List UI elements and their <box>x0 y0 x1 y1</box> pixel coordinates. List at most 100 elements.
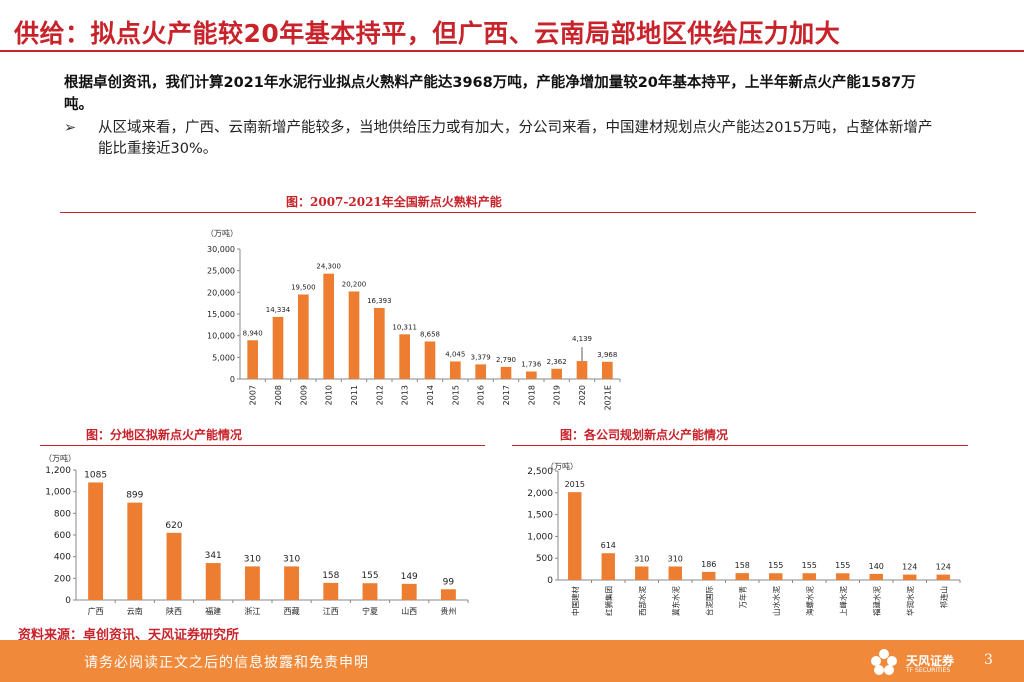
chart2-y-tick-label: 800 <box>54 509 71 519</box>
chart2-bar <box>440 589 456 600</box>
chart2-y-tick-label: 400 <box>54 553 71 563</box>
chart3-category-label: 福建水泥 <box>871 586 881 616</box>
chart2-top-rule <box>40 445 485 446</box>
bullet-text: 从区域来看，广西、云南新增产能较多，当地供给压力或有加大，分公司来看，中国建材规… <box>98 120 933 157</box>
chart2-bar <box>127 502 143 600</box>
chart1-category-label: 2018 <box>527 385 536 405</box>
flower-logo-icon <box>871 649 897 675</box>
chart3-bar <box>769 573 783 580</box>
chart3-bar <box>635 566 649 580</box>
chart3-category-label: 中国建材 <box>570 586 580 616</box>
chart3-y-tick-label: 2,000 <box>527 489 553 499</box>
chart1-bar <box>323 273 334 379</box>
chart2-data-label: 310 <box>244 554 261 564</box>
chart2-data-label: 341 <box>205 551 222 561</box>
chart1-data-label: 4,045 <box>445 350 465 358</box>
chart1-bar <box>272 316 284 379</box>
chart3-bar <box>936 574 950 580</box>
chart1-category-label: 2008 <box>274 385 283 405</box>
chart3-y-tick-label: 0 <box>547 576 553 586</box>
chart3-y-tick-label: 1,000 <box>527 532 553 542</box>
chart2-unit-label: （万吨） <box>44 453 76 463</box>
chart1-y-tick-label: 20,000 <box>207 288 235 297</box>
chart1-bar <box>298 294 309 379</box>
chart3-y-tick-label: 500 <box>536 554 553 564</box>
chart3-data-label: 155 <box>802 561 817 570</box>
chart3-category-label: 万年青 <box>737 586 747 609</box>
chart1-category-label: 2012 <box>375 385 384 405</box>
chart2-category-label: 浙江 <box>244 606 260 616</box>
chart2-category-label: 福建 <box>205 606 221 616</box>
chart2-category-label: 广西 <box>88 606 104 616</box>
chart1-data-label: 10,311 <box>392 323 417 331</box>
brand-logo: 天风证券 TF SECURITIES <box>868 646 954 680</box>
chart3-title: 图：各公司规划新点火产能情况 <box>560 428 729 442</box>
chart1-bar <box>424 341 436 379</box>
chart2-group: （万吨） 0 200 400 600 800 1,000 1,200 1085 广西 899 云南 62… <box>44 453 469 616</box>
chart1-data-label: 20,200 <box>342 280 367 288</box>
chart1-unit-label: （万吨） <box>206 228 238 238</box>
chart1-bar <box>450 361 461 379</box>
chart1-data-label: 24,300 <box>316 263 341 271</box>
chart1-category-label: 2007 <box>249 385 258 405</box>
chart1-bar <box>576 361 588 379</box>
chart2-bar <box>284 566 300 600</box>
chart1-category-label: 2015 <box>451 385 460 405</box>
chart1-category-label: 2019 <box>553 385 562 405</box>
chart1-bar <box>348 291 360 379</box>
chart1-bar <box>526 371 537 379</box>
chart1-data-label: 2,790 <box>496 356 516 364</box>
lead-paragraph: 根据卓创资讯，我们计算2021年水泥行业拟点火熟料产能达3968万吨，产能净增加… <box>64 75 916 113</box>
chart1-y-tick-label: 0 <box>230 375 235 384</box>
chart2-y-tick-label: 1,200 <box>45 466 71 476</box>
chart2-y-tick-label: 200 <box>54 574 71 584</box>
chart1-y-tick-label: 10,000 <box>207 332 235 341</box>
chart3-data-label: 124 <box>936 563 951 572</box>
chart3-data-label: 310 <box>634 554 649 563</box>
chart2-y-tick-label: 0 <box>65 596 71 606</box>
chart1-category-label: 2016 <box>477 385 486 405</box>
chart3-category-label: 冀东水泥 <box>670 586 680 616</box>
chart3-bar <box>903 574 917 580</box>
chart3-category-label: 西部水泥 <box>637 586 647 616</box>
chart2-category-label: 陕西 <box>166 606 182 616</box>
chart1-y-tick-label: 5,000 <box>212 353 235 362</box>
chart3-data-label: 124 <box>902 563 917 572</box>
chart2-category-label: 云南 <box>127 606 143 616</box>
chart3-top-rule <box>512 445 968 446</box>
chart1-y-tick-label: 15,000 <box>207 310 235 319</box>
chart3-bar <box>802 573 816 580</box>
chart2-data-label: 310 <box>283 554 300 564</box>
chart2-category-label: 宁夏 <box>362 606 378 616</box>
chart1-category-label: 2020 <box>578 385 587 405</box>
chart3-category-label: 上峰水泥 <box>838 586 848 616</box>
chart3-group: （万吨） 0 500 1,000 1,500 2,000 2,500 2015 中国建材 614 红… <box>527 461 961 616</box>
brand-subtitle: TF SECURITIES <box>906 667 951 674</box>
chart1-bar <box>374 307 385 379</box>
chart3-bar <box>601 553 615 580</box>
chart3-bar <box>702 571 716 580</box>
page-number: 3 <box>984 652 993 668</box>
chart1-bar <box>475 364 486 379</box>
chart2-bar <box>362 583 378 600</box>
chart2-data-label: 158 <box>322 571 339 581</box>
chart2-y-tick-label: 600 <box>54 531 71 541</box>
chart1-data-label: 3,968 <box>597 351 617 359</box>
chart1-data-label: 16,393 <box>367 297 392 305</box>
chart2-data-label: 1085 <box>84 470 107 480</box>
chart1-bar <box>602 361 613 379</box>
chart1-y-tick-label: 30,000 <box>207 245 235 254</box>
chart3-bar <box>668 566 682 580</box>
chart2-bar <box>88 482 104 600</box>
chart3-data-label: 186 <box>701 560 716 569</box>
chart3-data-label: 2015 <box>565 480 585 489</box>
chart2-data-label: 99 <box>443 577 455 587</box>
title-divider <box>0 50 1024 52</box>
chart3-data-label: 155 <box>768 561 783 570</box>
chart3-data-label: 614 <box>601 541 616 550</box>
chart3-category-label: 红狮集团 <box>603 586 613 616</box>
chart2-category-label: 贵州 <box>440 606 456 616</box>
chart1-category-label: 2010 <box>325 385 334 405</box>
disclaimer-text[interactable]: 请务必阅读正文之后的信息披露和免责申明 <box>84 655 369 671</box>
chart2-bar <box>401 583 417 600</box>
